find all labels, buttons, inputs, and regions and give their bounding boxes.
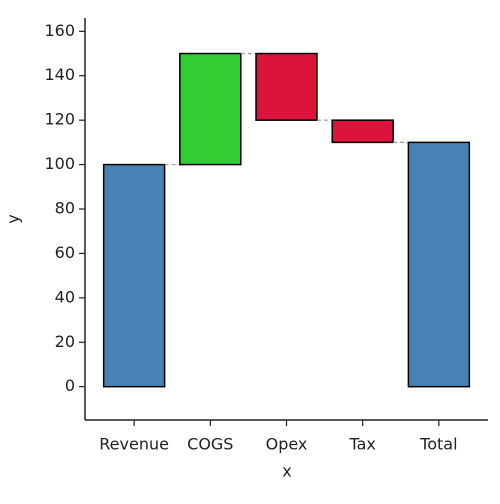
x-tick-label: Total (419, 435, 457, 454)
bar (179, 52, 242, 166)
x-tick-label: COGS (187, 435, 233, 454)
x-axis-label: x (282, 462, 291, 481)
bar (255, 52, 318, 121)
x-tick-label: Tax (348, 435, 375, 454)
x-tick-label: Opex (266, 435, 308, 454)
bar (102, 163, 166, 388)
y-tick-label: 40 (55, 287, 75, 306)
y-tick-label: 140 (44, 65, 75, 84)
bar (407, 141, 471, 388)
y-tick-label: 20 (55, 332, 75, 351)
y-tick-label: 120 (44, 110, 75, 129)
y-tick-label: 60 (55, 243, 75, 262)
y-axis-label: y (4, 214, 23, 223)
x-tick-label: Revenue (99, 435, 169, 454)
bar (331, 119, 394, 144)
y-tick-label: 160 (44, 21, 75, 40)
y-tick-label: 100 (44, 154, 75, 173)
y-tick-label: 80 (55, 199, 75, 218)
y-tick-label: 0 (65, 376, 75, 395)
